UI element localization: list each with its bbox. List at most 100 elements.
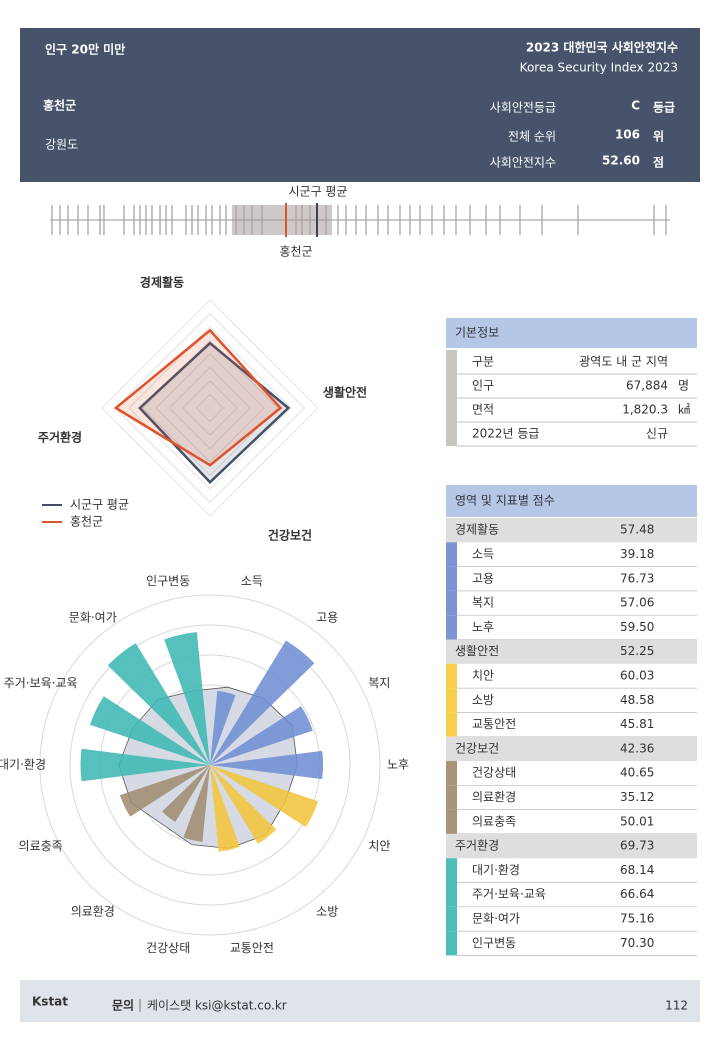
region-label: 홍천군 <box>279 244 312 259</box>
rank-label: 전체 순위 <box>508 130 556 144</box>
info-label: 구분 <box>472 355 494 369</box>
radar-grid <box>101 299 319 517</box>
radar-axis-label: 경제활동 <box>140 275 184 290</box>
item-name: 소방 <box>472 693 494 707</box>
polar-grid <box>69 624 351 906</box>
info-value: 1,820.3 <box>622 403 668 417</box>
polar-label: 고용 <box>316 611 338 625</box>
radar-axis-label: 건강보건 <box>268 528 312 543</box>
item-color <box>446 931 457 956</box>
polar-bar <box>183 765 210 842</box>
polar-label: 건강상태 <box>146 941 190 955</box>
polar-label: 주거·보육·교육 <box>4 676 78 690</box>
contact: 케이스탯 ksi@kstat.co.kr <box>147 999 287 1013</box>
item-color <box>446 542 457 567</box>
item-score: 39.18 <box>620 547 654 561</box>
item-color <box>446 688 457 713</box>
item-score: 40.65 <box>620 766 654 780</box>
polar-bar <box>107 643 210 765</box>
item-name: 고용 <box>472 571 494 585</box>
info-unit: ㎢ <box>678 403 690 417</box>
polar-label: 대기·환경 <box>0 758 46 772</box>
item-color <box>446 761 457 786</box>
group-name: 주거환경 <box>455 839 499 853</box>
polar-bar <box>164 632 210 765</box>
info-label: 2022년 등급 <box>472 427 539 441</box>
group-score: 57.48 <box>620 523 654 537</box>
radar-grid <box>182 380 238 436</box>
item-color <box>446 858 457 883</box>
item-color <box>446 663 457 689</box>
item-name: 치안 <box>472 668 494 682</box>
polar-label: 치안 <box>368 839 390 853</box>
radar-axis-label: 생활안전 <box>323 385 367 400</box>
polar-bar <box>80 748 210 782</box>
index: 52.60 <box>602 154 640 168</box>
item-name: 의료환경 <box>472 790 516 804</box>
polar-label: 노후 <box>387 758 409 772</box>
item-score: 57.06 <box>620 596 654 610</box>
footer-band <box>20 980 700 1022</box>
logo: Kstat <box>32 995 68 1009</box>
item-name: 문화·여가 <box>472 911 520 925</box>
info-value: 신규 <box>646 427 668 441</box>
item-color <box>446 566 457 591</box>
category: 인구 20만 미만 <box>45 42 125 57</box>
region: 홍천군 <box>43 98 76 113</box>
report-title: 2023 대한민국 사회안전지수 <box>526 40 678 55</box>
grade: C <box>631 99 640 113</box>
item-score: 48.58 <box>620 693 654 707</box>
item-score: 50.01 <box>620 814 654 828</box>
radar-grid <box>114 312 306 504</box>
radar-grid <box>155 353 265 463</box>
polar-label: 문화·여가 <box>69 611 117 625</box>
item-score: 70.30 <box>620 936 654 950</box>
item-name: 건강상태 <box>472 766 516 780</box>
item-name: 복지 <box>472 596 494 610</box>
item-score: 76.73 <box>620 571 654 585</box>
rank: 106 <box>615 128 640 142</box>
average-label: 시군구 평균 <box>288 185 347 199</box>
polar-bar <box>210 750 324 780</box>
grade-label: 사회안전등급 <box>490 101 556 115</box>
polar-bar <box>89 696 210 765</box>
polar-bar <box>119 765 210 817</box>
group-row <box>446 639 697 664</box>
basic-info-title: 기본정보 <box>455 326 499 340</box>
polar-bar <box>210 640 315 765</box>
item-color <box>446 590 457 616</box>
polar-label: 인구변동 <box>146 574 190 588</box>
polar-bar <box>210 690 236 765</box>
group-name: 경제활동 <box>455 523 499 537</box>
item-score: 35.12 <box>620 790 654 804</box>
legend-label: 시군구 평균 <box>70 498 129 512</box>
polar-label: 소방 <box>316 904 338 918</box>
report-subtitle: Korea Security Index 2023 <box>520 61 678 75</box>
scores-header <box>446 485 697 517</box>
index-label: 사회안전지수 <box>490 156 556 170</box>
province: 강원도 <box>45 138 78 152</box>
polar-label: 의료환경 <box>71 904 115 918</box>
group-row <box>446 518 697 543</box>
grade-unit: 등급 <box>653 101 675 115</box>
radar-axis-label: 주거환경 <box>38 430 82 445</box>
polar-bar <box>210 765 277 844</box>
group-score: 42.36 <box>620 741 654 755</box>
radar-series <box>113 328 283 467</box>
group-row <box>446 833 697 859</box>
item-score: 60.03 <box>620 668 654 682</box>
polar-label: 복지 <box>368 676 390 690</box>
item-name: 교통안전 <box>472 717 516 731</box>
polar-bar <box>162 765 210 822</box>
group-name: 건강보건 <box>455 741 499 755</box>
info-unit: 명 <box>678 379 689 393</box>
basic-info-header <box>446 318 697 348</box>
polar-label: 소득 <box>241 574 263 588</box>
item-name: 의료충족 <box>472 814 516 828</box>
item-name: 소득 <box>472 547 494 561</box>
item-name: 주거·보육·교육 <box>472 887 546 901</box>
item-name: 노후 <box>472 620 494 634</box>
info-value: 67,884 <box>626 379 668 393</box>
info-label: 면적 <box>472 403 494 417</box>
